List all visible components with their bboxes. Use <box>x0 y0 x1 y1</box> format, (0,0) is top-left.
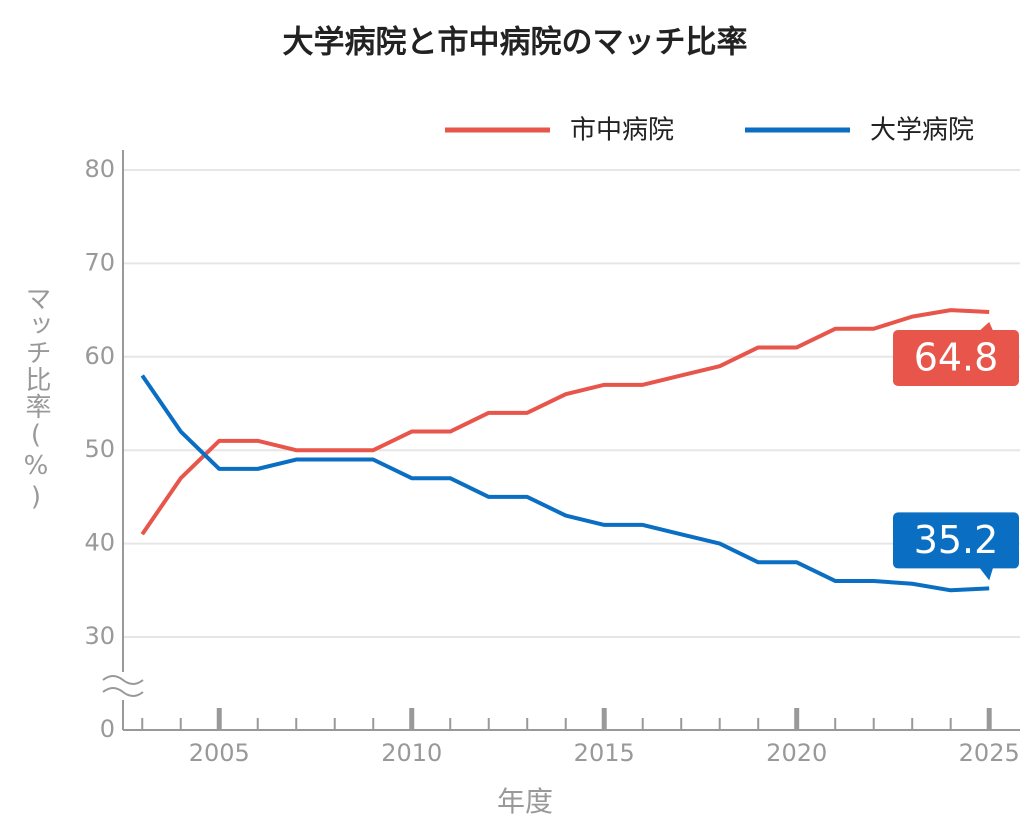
x-tick-label: 2005 <box>189 739 250 767</box>
y-tick-label: 70 <box>84 248 115 276</box>
y-tick-label: 50 <box>84 435 115 463</box>
y-tick-label: 40 <box>84 529 115 557</box>
y-tick-label: 60 <box>84 342 115 370</box>
axis-break <box>102 675 144 697</box>
callout-box <box>893 329 1019 386</box>
callout-pointer <box>979 567 994 581</box>
data-line <box>140 374 990 593</box>
y-tick-label: 0 <box>100 715 115 743</box>
y-tick-label: 30 <box>84 622 115 650</box>
x-tick-label: 2025 <box>959 739 1020 767</box>
callout-pointer <box>979 321 994 331</box>
data-line <box>140 308 990 536</box>
legend-label: 大学病院 <box>870 116 974 146</box>
x-axis-label: 年度 <box>497 785 553 818</box>
y-axis-label: マッチ比率(%) <box>21 285 51 513</box>
chart-title: 大学病院と市中病院のマッチ比率 <box>283 25 748 61</box>
x-tick-label: 2015 <box>574 739 635 767</box>
legend-label: 市中病院 <box>570 116 674 146</box>
x-tick-label: 2020 <box>766 739 827 767</box>
value-label: 35.2 <box>914 518 999 562</box>
callout-box <box>893 512 1019 569</box>
value-label: 64.8 <box>914 335 999 379</box>
x-tick-label: 2010 <box>381 739 442 767</box>
y-tick-label: 80 <box>84 155 115 183</box>
